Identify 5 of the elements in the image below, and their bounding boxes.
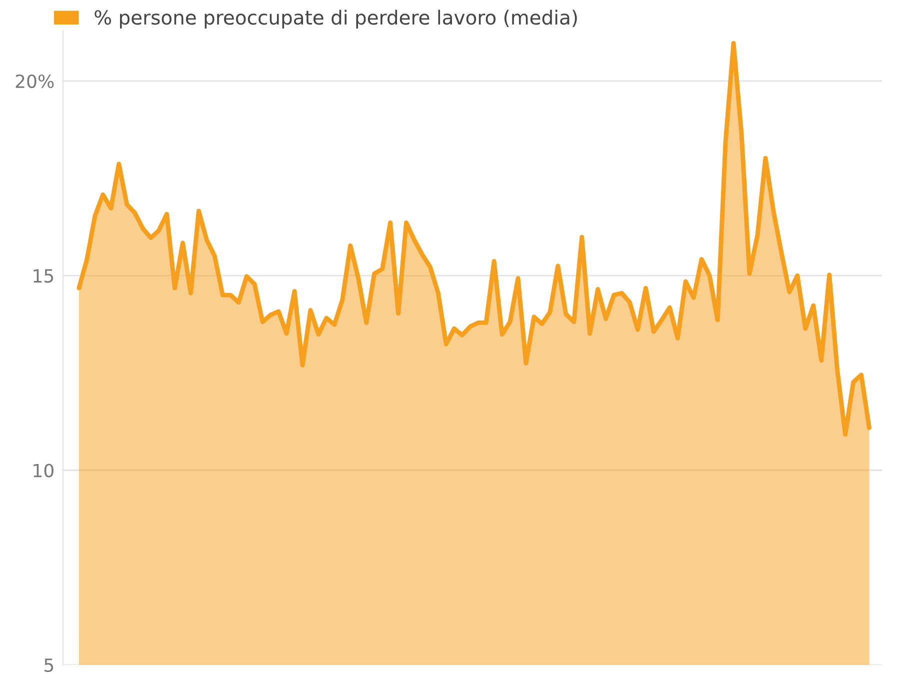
y-tick-label: 15 [34,269,54,283]
y-tick-label: 20% [16,74,54,88]
legend-label: % persone preoccupate di perdere lavoro (media) [94,10,577,29]
y-tick-label: 10 [34,464,54,478]
y-tick-label: 5 [44,658,54,672]
